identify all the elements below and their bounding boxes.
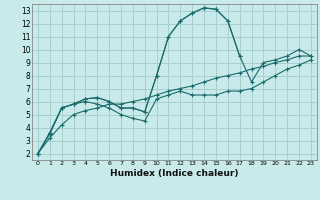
X-axis label: Humidex (Indice chaleur): Humidex (Indice chaleur) bbox=[110, 169, 239, 178]
